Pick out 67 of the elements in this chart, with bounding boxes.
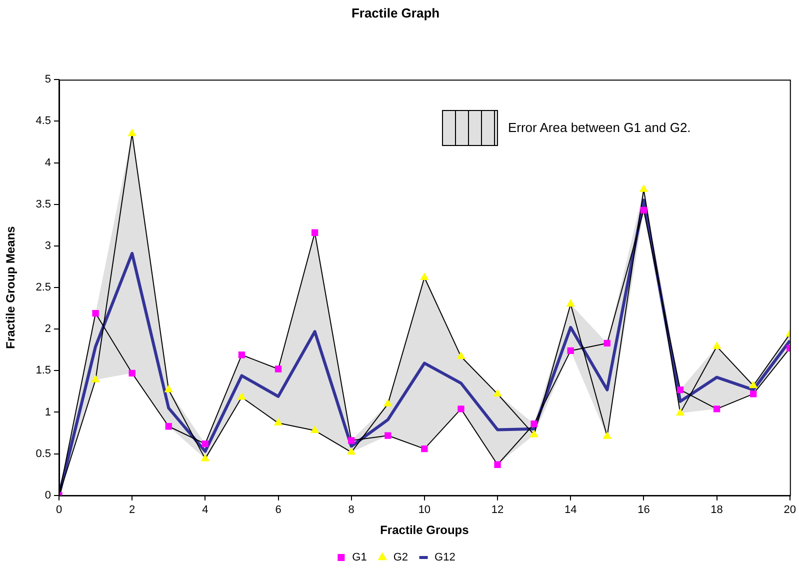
y-tick-label: 0 bbox=[44, 489, 51, 502]
x-tick-label: 18 bbox=[710, 504, 723, 516]
point bbox=[128, 129, 136, 136]
x-tick-label: 14 bbox=[564, 504, 577, 516]
point bbox=[311, 229, 318, 236]
point bbox=[640, 206, 648, 214]
point bbox=[713, 406, 720, 412]
x-tick-label: 12 bbox=[491, 504, 504, 516]
point bbox=[640, 184, 648, 192]
x-tick-label: 0 bbox=[56, 504, 62, 516]
point bbox=[201, 454, 210, 462]
y-tick-label: 2 bbox=[44, 323, 51, 336]
point bbox=[530, 430, 538, 438]
x-tick-label: 16 bbox=[638, 504, 650, 516]
point bbox=[749, 381, 758, 388]
x-tick-label: 4 bbox=[202, 504, 208, 516]
annotation: Error Area between G1 and G2. bbox=[508, 120, 691, 135]
y-tick-label: 3 bbox=[44, 240, 51, 252]
x-tick-label: 20 bbox=[784, 504, 796, 516]
y-tick-label: 2.5 bbox=[36, 282, 51, 294]
y-tick-label: 4.5 bbox=[36, 115, 51, 128]
y-tick-label: 1 bbox=[44, 406, 51, 418]
point bbox=[676, 408, 684, 416]
point bbox=[750, 390, 757, 398]
point bbox=[567, 347, 574, 354]
chart-title: Fractile Graph bbox=[351, 5, 440, 20]
x-tick-label: 10 bbox=[418, 504, 431, 516]
point bbox=[421, 446, 428, 452]
point bbox=[566, 300, 575, 307]
point bbox=[92, 310, 99, 317]
point bbox=[384, 399, 392, 406]
legend-label: G1 bbox=[352, 552, 367, 564]
point bbox=[712, 342, 721, 350]
point bbox=[676, 386, 684, 394]
point bbox=[274, 418, 282, 426]
y-tick-label: 4 bbox=[44, 156, 51, 169]
point bbox=[457, 352, 465, 360]
x-tick-label: 2 bbox=[129, 504, 136, 516]
x-tick-label: 8 bbox=[348, 504, 354, 516]
point bbox=[603, 432, 612, 439]
point bbox=[202, 440, 209, 448]
y-tick-label: 3.5 bbox=[36, 198, 51, 210]
point bbox=[165, 423, 172, 430]
legend-label: G12 bbox=[434, 552, 456, 564]
legend-label: G2 bbox=[393, 552, 408, 564]
point bbox=[92, 375, 100, 382]
point bbox=[494, 389, 502, 396]
point bbox=[604, 340, 610, 347]
point bbox=[238, 392, 246, 400]
point bbox=[348, 437, 355, 444]
point bbox=[494, 461, 501, 468]
point bbox=[530, 420, 538, 428]
y-tick-label: 1.5 bbox=[36, 364, 51, 377]
point bbox=[420, 273, 428, 280]
y-tick-label: 5 bbox=[44, 74, 51, 86]
point bbox=[238, 352, 246, 358]
y-axis-title: Fractile Group Means bbox=[4, 226, 18, 349]
x-axis-title: Fractile Groups bbox=[380, 523, 470, 538]
point bbox=[347, 448, 356, 455]
point bbox=[164, 385, 173, 392]
point bbox=[384, 432, 392, 439]
point bbox=[274, 366, 282, 372]
point bbox=[310, 426, 319, 434]
point bbox=[128, 370, 136, 376]
x-tick-label: 6 bbox=[275, 504, 282, 516]
point bbox=[458, 406, 464, 412]
y-tick-label: 0.5 bbox=[36, 448, 51, 460]
